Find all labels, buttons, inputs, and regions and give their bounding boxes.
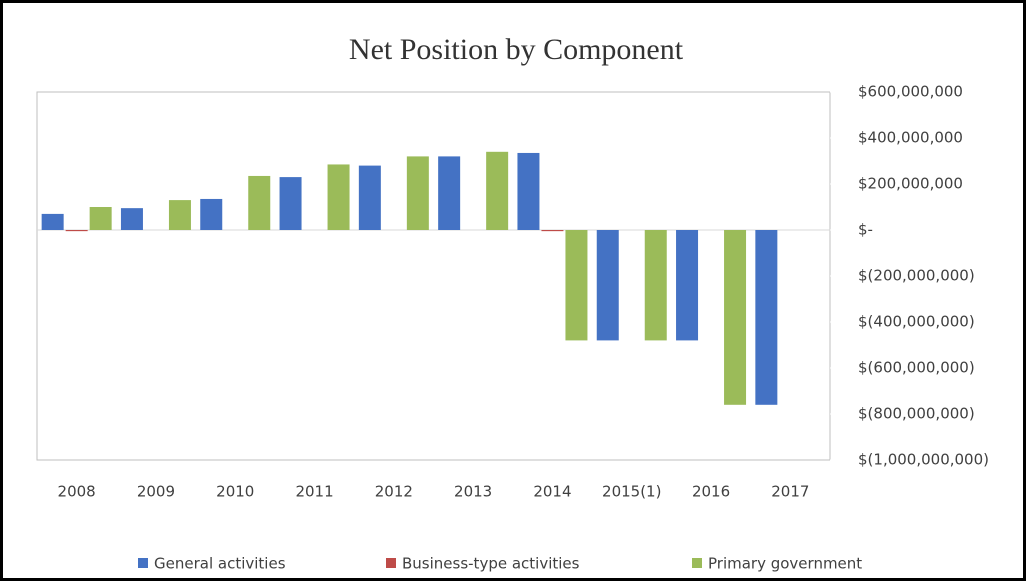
bar bbox=[565, 230, 588, 341]
x-tick-label: 2011 bbox=[295, 483, 333, 501]
x-tick-label: 2012 bbox=[375, 483, 413, 501]
x-tick-label: 2015(1) bbox=[602, 483, 661, 501]
bar bbox=[248, 175, 271, 230]
y-tick-label: $400,000,000 bbox=[858, 129, 963, 147]
y-tick-label: $(400,000,000) bbox=[858, 313, 975, 331]
bar bbox=[200, 198, 223, 230]
bar bbox=[724, 230, 747, 405]
bar bbox=[541, 230, 564, 232]
x-tick-label: 2008 bbox=[58, 483, 96, 501]
bar bbox=[406, 156, 429, 230]
legend-swatch bbox=[138, 558, 148, 568]
x-tick-label: 2016 bbox=[692, 483, 730, 501]
y-tick-label: $(1,000,000,000) bbox=[858, 451, 989, 469]
y-tick-label: $(200,000,000) bbox=[858, 267, 975, 285]
x-tick-label: 2010 bbox=[216, 483, 254, 501]
bar bbox=[644, 230, 667, 341]
legend-label: Business-type activities bbox=[402, 555, 580, 573]
bar bbox=[89, 207, 112, 230]
x-tick-label: 2017 bbox=[771, 483, 809, 501]
bar bbox=[755, 230, 778, 405]
bar bbox=[438, 156, 461, 230]
bar bbox=[168, 200, 191, 230]
bar bbox=[279, 177, 302, 230]
bar bbox=[120, 208, 143, 230]
legend-swatch bbox=[692, 558, 702, 568]
legend-label: Primary government bbox=[708, 555, 862, 573]
bar bbox=[327, 164, 350, 230]
y-tick-label: $(600,000,000) bbox=[858, 359, 975, 377]
bar bbox=[65, 230, 88, 232]
y-tick-label: $200,000,000 bbox=[858, 175, 963, 193]
legend-swatch bbox=[386, 558, 396, 568]
chart-title: Net Position by Component bbox=[349, 33, 684, 66]
bar bbox=[358, 165, 381, 230]
x-tick-label: 2013 bbox=[454, 483, 492, 501]
y-tick-label: $600,000,000 bbox=[858, 83, 963, 101]
bar bbox=[596, 230, 619, 341]
x-tick-label: 2014 bbox=[533, 483, 571, 501]
x-tick-label: 2009 bbox=[137, 483, 175, 501]
bar bbox=[517, 152, 540, 230]
legend-label: General activities bbox=[154, 555, 286, 573]
y-tick-label: $(800,000,000) bbox=[858, 405, 975, 423]
bar bbox=[676, 230, 699, 341]
bar bbox=[41, 213, 64, 230]
y-tick-label: $- bbox=[858, 221, 873, 239]
bar bbox=[486, 151, 509, 230]
